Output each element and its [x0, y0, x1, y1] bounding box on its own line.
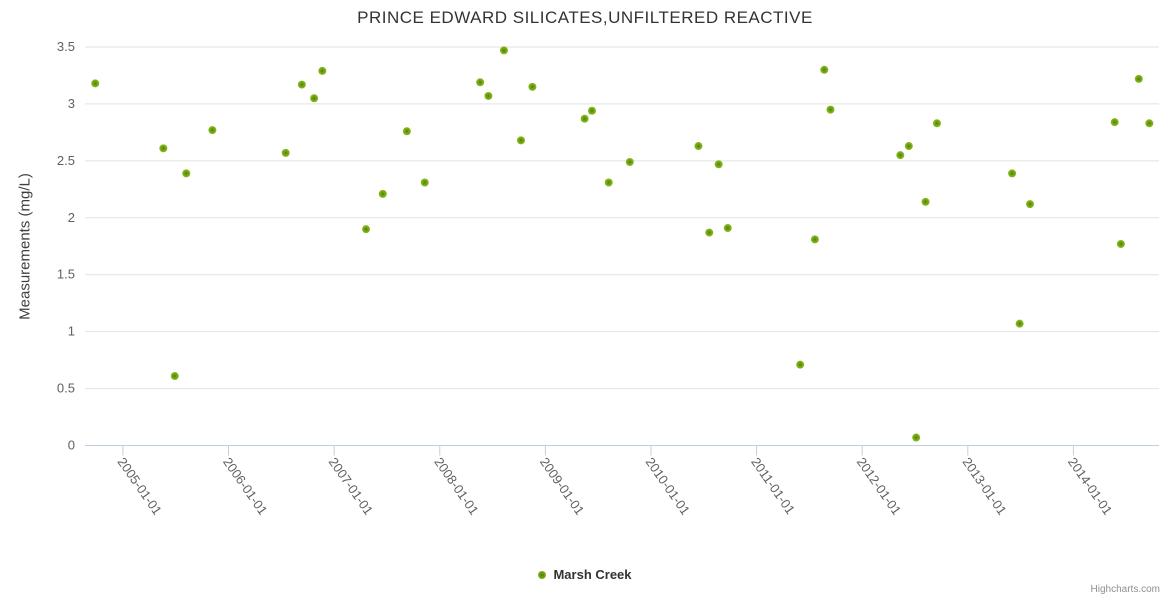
y-axis-label: 3: [68, 96, 75, 111]
data-point[interactable]: [820, 65, 829, 74]
data-point-layer: [91, 46, 1154, 442]
y-axis-label: 2.5: [57, 153, 75, 168]
data-point[interactable]: [378, 189, 387, 198]
data-point[interactable]: [904, 142, 913, 151]
data-point[interactable]: [402, 127, 411, 136]
data-point[interactable]: [499, 46, 508, 55]
data-point[interactable]: [810, 235, 819, 244]
legend-item-marsh-creek[interactable]: Marsh Creek: [0, 567, 1170, 582]
data-point[interactable]: [625, 157, 634, 166]
data-point[interactable]: [1110, 118, 1119, 127]
data-point[interactable]: [1026, 200, 1035, 209]
data-point[interactable]: [912, 433, 921, 442]
data-point[interactable]: [484, 91, 493, 100]
y-axis-label: 0: [68, 438, 75, 453]
data-point[interactable]: [604, 178, 613, 187]
scatter-plot: 0 0.5 1 1.5 2 2.5 3 3.5 2005-01-01 2006-01-01 2007…: [57, 39, 1159, 518]
legend-marker-icon: [538, 570, 547, 579]
data-point[interactable]: [528, 82, 537, 91]
grid-layer: [85, 46, 1159, 446]
data-point[interactable]: [714, 160, 723, 169]
data-point[interactable]: [420, 178, 429, 187]
data-point[interactable]: [1145, 119, 1154, 128]
axis-layer: 0 0.5 1 1.5 2 2.5 3 3.5 2005-01-01 2006-01-01 2007…: [57, 39, 1159, 518]
data-point[interactable]: [723, 224, 732, 233]
data-point[interactable]: [170, 372, 179, 381]
data-point[interactable]: [208, 126, 217, 135]
data-point[interactable]: [694, 142, 703, 151]
y-axis-label: 1.5: [57, 267, 75, 282]
x-axis-label: 2007-01-01: [326, 455, 376, 518]
data-point[interactable]: [796, 360, 805, 369]
data-point[interactable]: [182, 169, 191, 178]
data-point[interactable]: [826, 105, 835, 114]
data-point[interactable]: [1116, 239, 1125, 248]
data-point[interactable]: [1015, 319, 1024, 328]
data-point[interactable]: [932, 119, 941, 128]
data-point[interactable]: [580, 114, 589, 123]
data-point[interactable]: [310, 94, 319, 103]
x-axis-label: 2006-01-01: [220, 455, 270, 518]
x-axis-label: 2005-01-01: [114, 455, 164, 518]
data-point[interactable]: [1134, 74, 1143, 83]
x-axis-label: 2014-01-01: [1065, 455, 1115, 518]
y-axis-label: 2: [68, 210, 75, 225]
highcharts-credits-link[interactable]: Highcharts.com: [1090, 584, 1160, 595]
x-axis-label: 2013-01-01: [959, 455, 1009, 518]
data-point[interactable]: [362, 225, 371, 234]
data-point[interactable]: [318, 66, 327, 75]
data-point[interactable]: [159, 144, 168, 153]
y-axis-label: 0.5: [57, 381, 75, 396]
data-point[interactable]: [705, 228, 714, 237]
data-point[interactable]: [587, 106, 596, 115]
data-point[interactable]: [91, 79, 100, 88]
data-point[interactable]: [896, 151, 905, 160]
data-point[interactable]: [1008, 169, 1017, 178]
y-axis-label: 3.5: [57, 39, 75, 54]
x-axis-label: 2009-01-01: [537, 455, 587, 518]
data-point[interactable]: [921, 197, 930, 206]
data-point[interactable]: [476, 78, 485, 87]
x-axis-label: 2008-01-01: [431, 455, 481, 518]
y-axis-label: 1: [68, 324, 75, 339]
data-point[interactable]: [297, 80, 306, 89]
x-axis-label: 2010-01-01: [643, 455, 693, 518]
chart-title: PRINCE EDWARD SILICATES,UNFILTERED REACT…: [357, 8, 813, 27]
data-point[interactable]: [516, 136, 525, 145]
x-axis-label: 2011-01-01: [748, 455, 798, 517]
x-axis-label: 2012-01-01: [854, 455, 904, 518]
data-point[interactable]: [281, 148, 290, 157]
legend-label: Marsh Creek: [553, 567, 632, 582]
